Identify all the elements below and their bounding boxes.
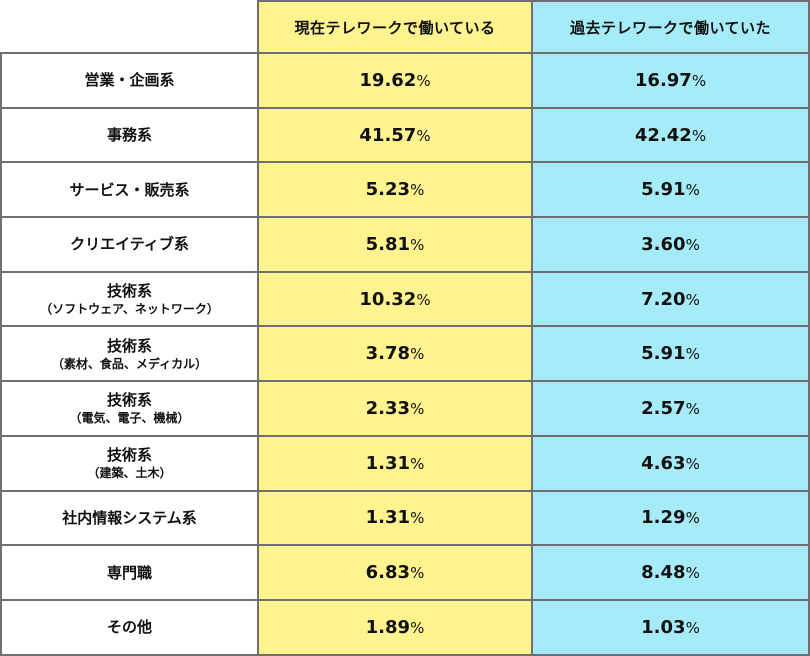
current-value: 3.78 xyxy=(365,343,411,365)
current-value-cell: 3.78% xyxy=(259,327,533,383)
current-value-cell: 19.62% xyxy=(259,54,533,109)
current-value-cell: 5.81% xyxy=(259,218,533,273)
past-value: 16.97 xyxy=(634,69,692,91)
row-label-main: クリエイティブ系 xyxy=(70,235,189,254)
percent-sign: % xyxy=(685,509,700,528)
row-label-main: サービス・販売系 xyxy=(69,180,190,199)
percent-sign: % xyxy=(416,126,431,145)
percent-sign: % xyxy=(410,454,425,473)
past-value: 8.48 xyxy=(641,562,686,584)
past-value: 1.29 xyxy=(641,507,686,529)
row-label-sub: （ソフトウェア、ネットワーク） xyxy=(40,302,219,317)
row-label-main: 技術系 xyxy=(106,391,152,410)
percent-sign: % xyxy=(416,290,431,309)
row-label: クリエイティブ系 xyxy=(0,218,259,273)
current-value-cell: 10.32% xyxy=(259,272,533,328)
header-past-telework: 過去テレワークで働いていた xyxy=(533,0,810,54)
current-value: 6.83 xyxy=(365,562,411,584)
row-label-main: 専門職 xyxy=(106,563,152,582)
row-label-sub: （電気、電子、機械） xyxy=(69,411,190,426)
row-label-main: 技術系 xyxy=(106,446,152,465)
row-label: 技術系 （電気、電子、機械） xyxy=(0,382,259,437)
past-value: 1.03 xyxy=(641,616,686,638)
row-label: 技術系 （素材、食品、メディカル） xyxy=(0,327,259,383)
past-value: 42.42 xyxy=(634,124,692,146)
row-label: 技術系 （建築、土木） xyxy=(0,436,259,492)
header-current-telework: 現在テレワークで働いている xyxy=(259,0,533,54)
past-value-cell: 42.42% xyxy=(533,108,810,164)
percent-sign: % xyxy=(685,290,700,309)
past-value-cell: 1.29% xyxy=(533,491,810,547)
current-value: 1.31 xyxy=(365,507,411,529)
past-value-cell: 5.91% xyxy=(533,327,810,383)
past-value-cell: 2.57% xyxy=(533,382,810,437)
past-value: 2.57 xyxy=(641,397,686,419)
past-value: 5.91 xyxy=(641,179,686,201)
past-value-cell: 5.91% xyxy=(533,163,810,219)
current-value: 10.32 xyxy=(359,288,417,310)
header-past-label: 過去テレワークで働いていた xyxy=(569,18,772,37)
row-label: サービス・販売系 xyxy=(0,163,259,219)
past-value-cell: 4.63% xyxy=(533,436,810,492)
percent-sign: % xyxy=(410,399,425,418)
past-value: 3.60 xyxy=(641,233,686,255)
past-value-cell: 7.20% xyxy=(533,272,810,328)
row-label-main: 技術系 xyxy=(106,336,152,355)
row-label: 技術系 （ソフトウェア、ネットワーク） xyxy=(0,272,259,328)
current-value: 1.89 xyxy=(365,616,411,638)
current-value-cell: 2.33% xyxy=(259,382,533,437)
row-label-main: 営業・企画系 xyxy=(84,71,175,90)
row-label-main: 社内情報システム系 xyxy=(62,508,197,527)
percent-sign: % xyxy=(410,564,425,583)
current-value-cell: 1.31% xyxy=(259,491,533,547)
current-value: 19.62 xyxy=(359,69,417,91)
past-value-cell: 1.03% xyxy=(533,600,810,656)
percent-sign: % xyxy=(410,618,425,637)
row-label: 事務系 xyxy=(0,108,259,164)
row-label: その他 xyxy=(0,600,259,656)
past-value: 4.63 xyxy=(641,452,686,474)
percent-sign: % xyxy=(685,564,700,583)
row-label-sub: （建築、土木） xyxy=(87,466,172,481)
percent-sign: % xyxy=(685,618,700,637)
past-value: 7.20 xyxy=(641,288,686,310)
past-value-cell: 3.60% xyxy=(533,218,810,273)
current-value: 1.31 xyxy=(365,452,411,474)
row-label: 専門職 xyxy=(0,546,259,601)
percent-sign: % xyxy=(691,71,707,90)
percent-sign: % xyxy=(685,235,700,254)
percent-sign: % xyxy=(685,181,700,200)
percent-sign: % xyxy=(410,345,425,364)
percent-sign: % xyxy=(685,454,700,473)
percent-sign: % xyxy=(410,509,425,528)
percent-sign: % xyxy=(691,126,707,145)
past-value: 5.91 xyxy=(641,343,686,365)
row-label-main: 技術系 xyxy=(106,282,152,301)
header-current-label: 現在テレワークで働いている xyxy=(294,18,496,37)
percent-sign: % xyxy=(410,181,425,200)
row-label: 営業・企画系 xyxy=(0,54,259,109)
row-label-sub: （素材、食品、メディカル） xyxy=(51,356,208,371)
current-value-cell: 6.83% xyxy=(259,546,533,601)
current-value: 2.33 xyxy=(365,397,411,419)
current-value-cell: 1.89% xyxy=(259,600,533,656)
percent-sign: % xyxy=(685,399,700,418)
current-value-cell: 1.31% xyxy=(259,436,533,492)
percent-sign: % xyxy=(685,345,700,364)
current-value-cell: 41.57% xyxy=(259,108,533,164)
current-value: 5.81 xyxy=(365,233,411,255)
current-value: 5.23 xyxy=(365,179,411,201)
row-label-main: 事務系 xyxy=(106,126,152,145)
percent-sign: % xyxy=(416,71,431,90)
row-label-main: その他 xyxy=(106,618,152,637)
past-value-cell: 8.48% xyxy=(533,546,810,601)
percent-sign: % xyxy=(410,235,425,254)
current-value: 41.57 xyxy=(359,124,417,146)
past-value-cell: 16.97% xyxy=(533,54,810,109)
current-value-cell: 5.23% xyxy=(259,163,533,219)
row-label: 社内情報システム系 xyxy=(0,491,259,547)
header-corner-cell xyxy=(0,0,259,54)
